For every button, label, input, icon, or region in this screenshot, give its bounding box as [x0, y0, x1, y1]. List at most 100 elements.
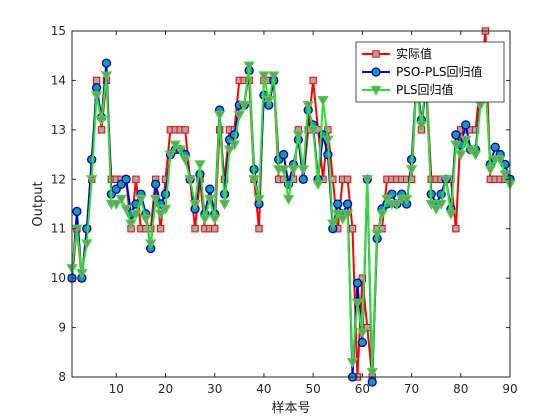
series-3-point — [179, 155, 191, 166]
series-3-point — [199, 214, 211, 225]
y-tick-label: 12 — [51, 172, 66, 186]
y-tick-label: 10 — [51, 271, 66, 285]
series-3-point — [435, 199, 447, 210]
series-1-point — [191, 225, 199, 233]
series-1-point — [97, 126, 106, 134]
series-3-point — [415, 120, 428, 131]
series-3-point — [159, 204, 172, 215]
series-1-point — [348, 225, 357, 233]
y-tick-label: 11 — [51, 222, 66, 236]
series-1-point — [156, 225, 165, 233]
series-1-point — [358, 274, 367, 282]
series-3-point — [292, 130, 304, 141]
series-1-point — [211, 225, 219, 233]
series-3-point — [484, 165, 496, 176]
series-3-point — [440, 175, 452, 186]
series-3-point — [76, 269, 88, 280]
series-3-point — [130, 209, 142, 220]
series-3-point — [381, 194, 393, 205]
series-2-point — [461, 120, 471, 130]
series-3-point — [376, 209, 388, 220]
y-axis-title: Output — [31, 181, 46, 226]
legend-entry-3: PLS回归值 — [362, 82, 454, 97]
series-3 — [66, 61, 516, 378]
series-3-point — [253, 194, 265, 205]
series-3-point — [243, 61, 255, 72]
legend-marker-swatch — [372, 50, 380, 58]
series-3-point — [209, 214, 221, 225]
series-2-point — [121, 174, 131, 184]
series-3-point — [401, 194, 413, 205]
series-3-point — [332, 209, 344, 220]
series-2-point — [91, 83, 102, 93]
series-1-point — [343, 175, 352, 183]
y-tick-label: 9 — [58, 321, 66, 335]
series-3-point — [430, 204, 442, 215]
series-3-point — [263, 96, 275, 107]
series-2-point — [342, 199, 353, 209]
series-3-point — [366, 367, 378, 378]
series-3-point — [95, 115, 108, 126]
series-3-point — [218, 199, 231, 210]
x-tick-label: 70 — [404, 382, 419, 396]
series-3-point — [282, 194, 295, 205]
series-3-point — [361, 175, 373, 186]
y-tick-label: 13 — [51, 123, 66, 137]
series-3-point — [371, 229, 383, 240]
legend: 实际值 PSO-PLS回归值 PLS回归值 — [355, 41, 505, 103]
legend-marker-swatch — [371, 67, 381, 77]
series-3-point — [154, 209, 167, 220]
y-tick-label: 15 — [51, 24, 66, 38]
series-3-point — [174, 145, 186, 156]
series-3-point — [351, 298, 364, 309]
series-3-point — [287, 165, 300, 176]
y-tick-label: 8 — [58, 370, 66, 384]
series-3-point — [86, 175, 98, 186]
series-3-point — [90, 91, 103, 102]
series-3-point — [140, 214, 152, 225]
legend-entry-1: 实际值 — [362, 46, 432, 61]
x-axis-title: 样本号 — [271, 401, 310, 416]
series-1-point — [452, 225, 460, 233]
series-3-point — [115, 194, 127, 205]
series-2-point — [298, 174, 308, 184]
axes-frame — [71, 30, 511, 378]
series-3-point — [317, 96, 329, 107]
series-1-point — [255, 225, 263, 233]
series-3-point — [233, 110, 245, 121]
series-2-point — [72, 206, 82, 217]
series-1-point — [181, 126, 189, 134]
series-3-point — [184, 175, 196, 186]
series-3-point — [238, 100, 250, 111]
series-3-point — [169, 140, 181, 151]
series-3-point — [465, 145, 477, 156]
series-3-point — [499, 170, 511, 181]
series-2-point — [357, 337, 368, 348]
series-3-point — [391, 199, 403, 210]
series-3-point — [81, 239, 93, 250]
x-tick-label: 20 — [158, 382, 173, 396]
series-3-point — [307, 125, 319, 136]
series-layer — [66, 27, 516, 387]
series-3-point — [223, 145, 236, 156]
series-3-point — [204, 194, 216, 205]
series-1-point — [132, 175, 140, 183]
series-3-point — [145, 239, 157, 250]
series-3-point — [110, 199, 122, 210]
series-3-point — [268, 71, 280, 82]
series-3-point — [297, 165, 309, 176]
series-3-point — [228, 140, 241, 151]
series-2-point — [451, 130, 461, 140]
series-2-point — [101, 58, 112, 68]
y-tick-label: 14 — [51, 73, 66, 87]
series-3-point — [356, 328, 368, 339]
series-2-point — [151, 179, 161, 189]
series-3-point — [494, 155, 506, 166]
series-3-point — [469, 150, 482, 161]
x-tick-label: 80 — [453, 382, 468, 396]
series-2-point — [367, 377, 377, 387]
series-3-point — [405, 165, 418, 176]
axes-layer: 10 20 30 40 50 60 70 80 90 8 9 10 11 12 13 14 15 — [51, 24, 518, 396]
series-2-point — [490, 142, 500, 152]
